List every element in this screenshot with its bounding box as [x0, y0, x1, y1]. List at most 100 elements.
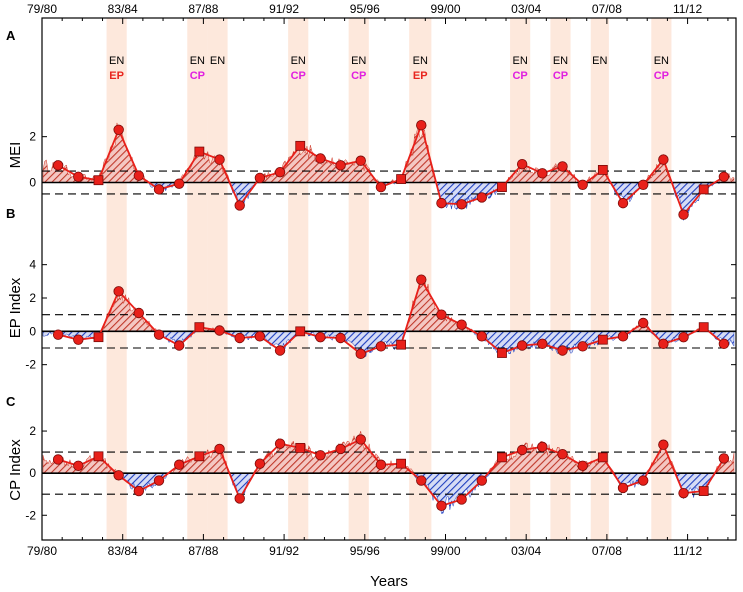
data-point	[617, 197, 629, 209]
data-point	[396, 458, 407, 469]
data-point	[678, 487, 689, 499]
data-point	[396, 174, 407, 184]
x-axis-top: 79/80 83/84 87/88 91/92 95/96 99/00 03/04 07/08…	[27, 2, 729, 24]
x-tick-label-top: 87/88	[188, 2, 218, 16]
event-en-label: EN	[351, 55, 366, 67]
data-point	[214, 154, 225, 165]
panels: 0 2 A MEI -2 0 2 4 B EP Index -2 0 2 C CP Index	[6, 28, 736, 522]
x-tick-label-top: 07/08	[592, 2, 622, 16]
data-point	[637, 475, 649, 486]
data-point	[375, 341, 387, 352]
data-point	[497, 348, 507, 358]
data-point	[315, 153, 326, 164]
event-band-8	[550, 18, 571, 540]
event-type-label-ep: EP	[413, 70, 428, 82]
data-point	[396, 339, 407, 350]
data-point	[718, 453, 730, 464]
x-tick-label: 07/08	[592, 544, 622, 558]
event-en-label: EN	[413, 55, 428, 67]
data-point	[658, 154, 669, 165]
panel-letter: C	[6, 394, 16, 409]
data-point	[537, 338, 548, 350]
y-axis-title: CP Index	[7, 439, 24, 501]
data-point	[557, 161, 568, 172]
data-point	[436, 197, 447, 209]
panel-b: -2 0 2 4 B EP Index	[6, 206, 736, 372]
data-point	[698, 322, 709, 333]
negative-anomaly-area	[43, 472, 734, 514]
data-point	[375, 459, 387, 470]
data-point	[718, 338, 730, 350]
data-point	[698, 184, 709, 195]
data-point	[456, 494, 467, 505]
data-point	[617, 482, 629, 494]
y-tick-label: 0	[29, 324, 36, 338]
data-point	[658, 338, 669, 350]
x-axis-title: Years	[370, 573, 408, 590]
data-point	[133, 485, 145, 497]
event-band-7	[510, 18, 531, 540]
data-point	[516, 340, 528, 351]
x-tick-label-top: 03/04	[511, 2, 541, 16]
x-axis-bottom: 79/80 83/84 87/88 91/92 95/96 99/00 03/04 07/08…	[27, 534, 729, 558]
event-en-label: EN	[109, 55, 124, 67]
data-point	[295, 326, 306, 337]
y-tick-label: 4	[29, 258, 36, 272]
data-point	[516, 444, 528, 456]
data-point	[113, 470, 124, 481]
data-point	[254, 172, 266, 184]
data-point	[133, 307, 145, 319]
x-tick-label: 11/12	[673, 544, 702, 558]
positive-anomaly-area	[43, 276, 734, 332]
data-point	[497, 452, 507, 463]
data-point	[617, 331, 629, 342]
annual-series-line	[57, 122, 725, 217]
data-point	[234, 493, 245, 504]
data-point	[234, 200, 245, 211]
event-type-label-cp: CP	[553, 70, 568, 82]
data-point	[214, 325, 225, 336]
y-axis-title: MEI	[7, 142, 24, 169]
annual-series-line	[57, 438, 725, 507]
data-point	[557, 449, 568, 460]
data-point	[537, 168, 548, 179]
event-type-label-cp: CP	[654, 70, 669, 82]
event-band-9	[590, 18, 609, 540]
y-tick-label: 0	[29, 466, 36, 480]
data-point	[274, 345, 286, 356]
data-point	[476, 192, 488, 203]
data-point	[214, 443, 225, 455]
panel-letter: B	[6, 206, 15, 221]
data-point	[274, 166, 286, 178]
event-band-10	[651, 18, 672, 540]
x-tick-label-top: 91/92	[269, 2, 299, 16]
x-tick-label: 91/92	[269, 544, 299, 558]
y-tick-label: 0	[29, 176, 36, 190]
data-point	[254, 331, 266, 342]
data-point	[436, 500, 447, 511]
event-type-label-cp: CP	[512, 70, 527, 82]
x-tick-label-top: 79/80	[27, 2, 57, 16]
data-point	[577, 460, 588, 471]
data-point	[416, 120, 427, 131]
data-point	[597, 452, 608, 463]
event-en-label: EN	[291, 55, 306, 67]
event-band-3	[207, 18, 228, 540]
data-point	[637, 179, 649, 190]
data-point	[557, 345, 568, 356]
data-point	[153, 329, 165, 340]
data-point	[173, 340, 185, 351]
data-point	[113, 124, 124, 135]
data-point	[718, 171, 730, 182]
event-en-label: EN	[210, 55, 225, 67]
data-point	[577, 179, 588, 190]
data-point	[375, 181, 387, 193]
data-point	[93, 332, 104, 343]
data-point	[658, 439, 669, 450]
y-tick-label: 2	[29, 130, 36, 144]
data-point	[113, 286, 124, 297]
x-tick-label: 83/84	[108, 544, 138, 558]
x-tick-label-top: 83/84	[108, 2, 138, 16]
x-tick-label-top: 95/96	[350, 2, 380, 16]
